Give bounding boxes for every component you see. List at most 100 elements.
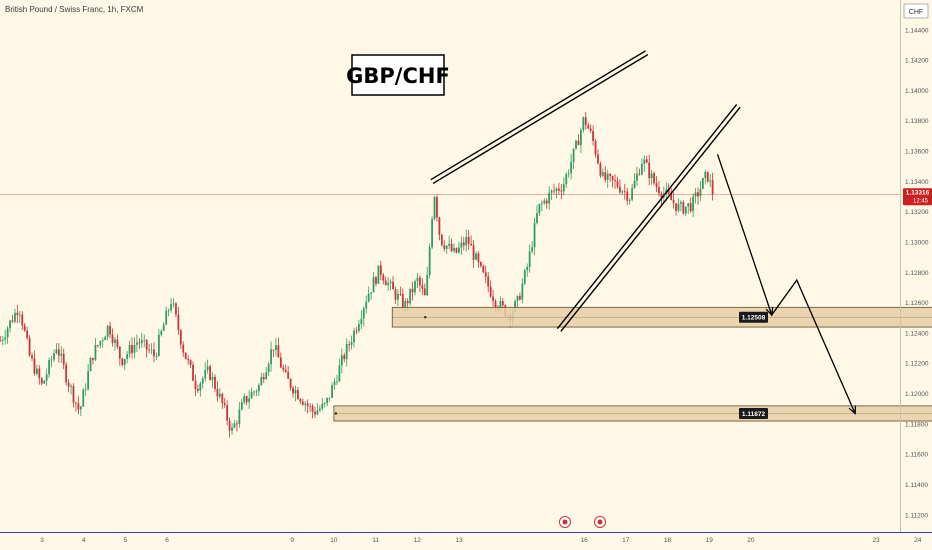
time-tick-label: 18 — [664, 537, 672, 544]
time-tick-label: 9 — [290, 537, 294, 544]
candle — [672, 192, 675, 209]
candle — [233, 420, 236, 429]
candle — [267, 361, 270, 376]
candle — [143, 334, 146, 348]
trend-drawings — [430, 50, 857, 415]
candle — [45, 368, 48, 387]
time-tick-label: 10 — [330, 537, 338, 544]
candle — [11, 314, 14, 323]
candle — [179, 328, 182, 349]
candle — [640, 158, 643, 176]
candle — [553, 183, 555, 195]
event-flag-1[interactable] — [559, 516, 571, 528]
candle — [345, 338, 348, 367]
candle — [226, 400, 229, 426]
candle — [567, 169, 570, 178]
candle — [521, 278, 524, 304]
candle — [489, 280, 492, 298]
wedge-line[interactable] — [430, 50, 649, 185]
candle — [114, 336, 116, 351]
candle — [594, 138, 597, 158]
projection-arrow[interactable] — [716, 154, 857, 415]
candle — [70, 383, 72, 395]
candle — [436, 194, 438, 222]
candle — [645, 155, 648, 164]
candle — [35, 364, 38, 376]
price-tick-label: 1.12000 — [905, 391, 929, 398]
candle — [126, 351, 129, 364]
candle — [292, 385, 294, 398]
time-tick-label: 6 — [165, 537, 169, 544]
candle — [23, 323, 26, 332]
currency-box[interactable]: CHF — [903, 3, 929, 19]
candle — [453, 243, 455, 254]
candle — [170, 297, 172, 313]
time-tick-label: 19 — [706, 537, 714, 544]
event-flag-2[interactable] — [594, 516, 606, 528]
candle — [409, 288, 412, 306]
candle — [365, 295, 368, 314]
candle — [160, 329, 163, 337]
candle — [209, 364, 211, 381]
candle — [131, 337, 133, 359]
candle — [204, 362, 207, 382]
candle — [650, 170, 653, 185]
candle — [675, 203, 677, 216]
candle — [531, 241, 534, 254]
candle — [82, 387, 85, 407]
candle — [626, 188, 629, 206]
candle — [140, 332, 143, 348]
wedge-line[interactable] — [556, 103, 741, 332]
candle — [50, 355, 53, 368]
candle — [484, 265, 487, 284]
time-axis[interactable]: 3456910111213161718192023242526273031 — [0, 532, 932, 545]
time-tick-label: 16 — [580, 537, 588, 544]
current-price-countdown: 12:45 — [913, 198, 929, 204]
candle — [40, 377, 43, 386]
candle — [431, 216, 433, 250]
candle — [299, 397, 302, 405]
candle — [704, 169, 707, 185]
candle — [423, 283, 426, 296]
candle — [240, 398, 243, 411]
candle — [348, 340, 351, 352]
candle — [438, 216, 441, 241]
candle — [545, 198, 548, 209]
candle — [43, 379, 46, 384]
candle — [428, 243, 431, 279]
candle — [245, 395, 248, 406]
level-value-2: 1.11872 — [742, 411, 766, 418]
candle — [560, 184, 563, 200]
candle — [479, 261, 482, 268]
candle — [577, 134, 580, 146]
candle — [94, 338, 97, 362]
candle — [379, 260, 382, 281]
candle — [16, 304, 19, 324]
candle — [194, 374, 197, 397]
candle — [367, 286, 370, 303]
candle — [136, 334, 138, 353]
candle — [328, 397, 331, 402]
candle — [343, 352, 346, 363]
time-tick-label: 13 — [455, 537, 463, 544]
candle — [579, 127, 582, 153]
price-tick-label: 1.13600 — [905, 149, 929, 156]
pair-annotation[interactable]: GBP/CHF — [346, 54, 450, 96]
candle — [460, 236, 463, 255]
candle — [570, 154, 573, 180]
candle — [111, 328, 114, 347]
candle — [148, 344, 151, 354]
candle — [118, 346, 121, 366]
candle — [340, 348, 343, 374]
candle — [601, 168, 604, 178]
candle — [614, 174, 616, 189]
candle — [196, 384, 199, 393]
candle — [231, 423, 233, 435]
time-tick-label: 4 — [82, 537, 86, 544]
candle — [636, 166, 638, 186]
price-axis[interactable]: 1.14400 1.14200 1.14000 1.13800 1.13600 1.134… — [900, 0, 929, 532]
candle — [353, 327, 355, 348]
candle — [492, 289, 494, 307]
candle — [321, 397, 324, 411]
